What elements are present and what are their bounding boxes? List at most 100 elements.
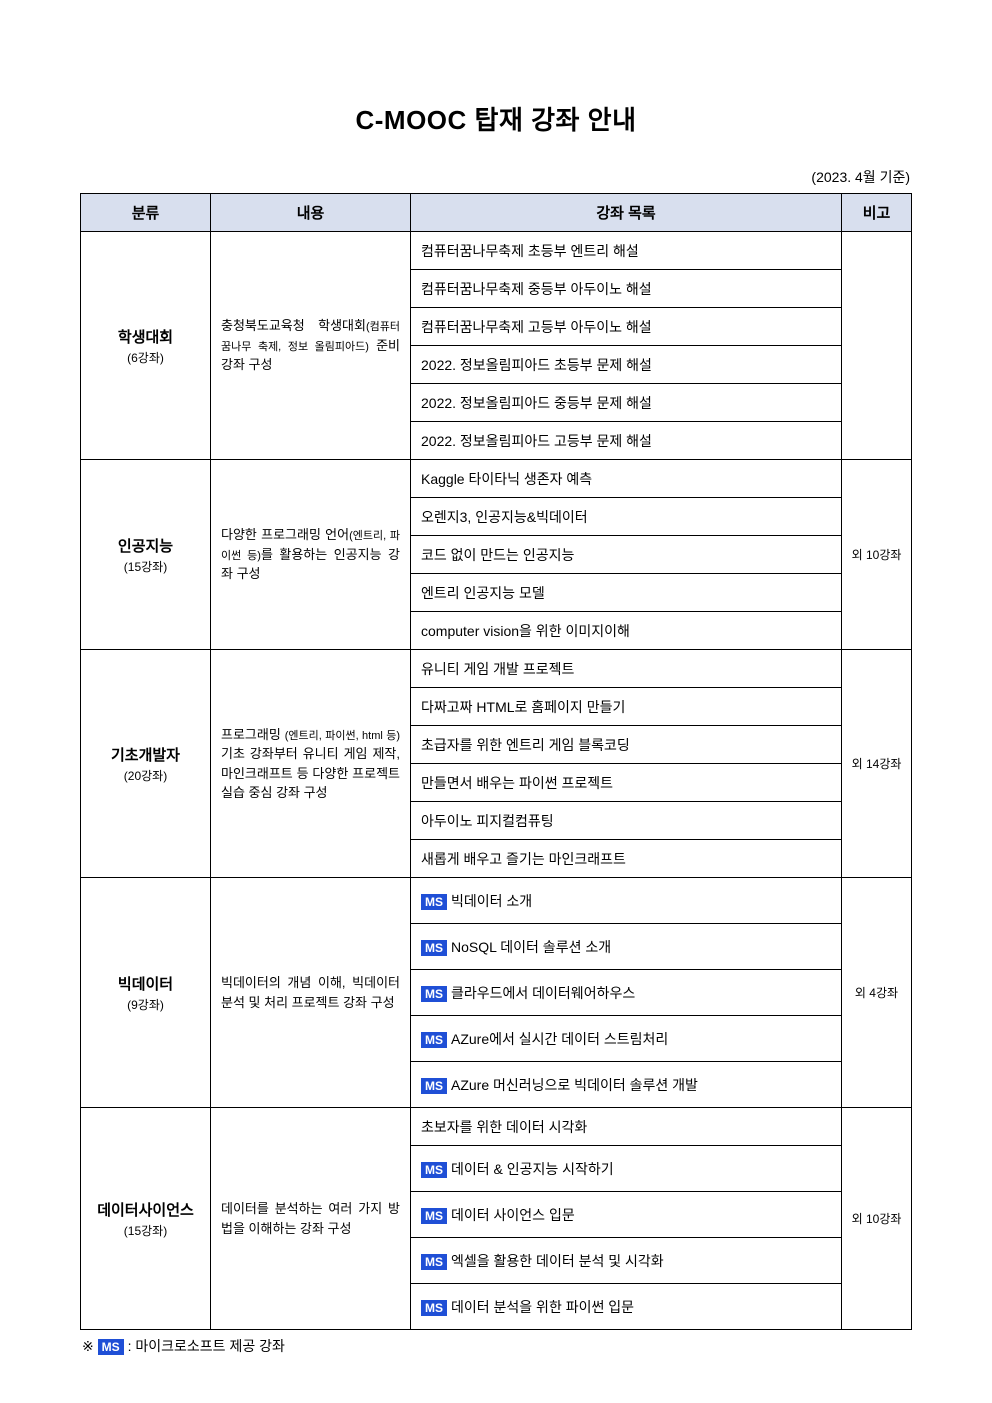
- footnote-text: : 마이크로소프트 제공 강좌: [128, 1338, 285, 1354]
- note-cell: [842, 232, 912, 460]
- description-cell: 빅데이터의 개념 이해, 빅데이터 분석 및 처리 프로젝트 강좌 구성: [211, 878, 411, 1108]
- table-row: 빅데이터(9강좌)빅데이터의 개념 이해, 빅데이터 분석 및 처리 프로젝트 …: [81, 878, 912, 924]
- course-cell: 새롭게 배우고 즐기는 마인크래프트: [411, 840, 842, 878]
- course-text: 2022. 정보올림피아드 고등부 문제 해설: [421, 433, 652, 449]
- category-cell: 학생대회(6강좌): [81, 232, 211, 460]
- course-cell: 코드 없이 만드는 인공지능: [411, 536, 842, 574]
- course-cell: 초보자를 위한 데이터 시각화: [411, 1108, 842, 1146]
- note-cell: 외 14강좌: [842, 650, 912, 878]
- course-table: 분류 내용 강좌 목록 비고 학생대회(6강좌)충청북도교육청 학생대회(컴퓨터…: [80, 193, 912, 1330]
- course-text: 새롭게 배우고 즐기는 마인크래프트: [421, 851, 626, 867]
- course-cell: 다짜고짜 HTML로 홈페이지 만들기: [411, 688, 842, 726]
- ms-badge-icon: MS: [421, 1162, 447, 1178]
- category-name: 빅데이터: [118, 976, 173, 993]
- course-text: 데이터 분석을 위한 파이썬 입문: [451, 1299, 634, 1315]
- course-text: 초보자를 위한 데이터 시각화: [421, 1119, 587, 1135]
- course-text: AZure 머신러닝으로 빅데이터 솔루션 개발: [451, 1077, 698, 1093]
- category-count: (15강좌): [87, 558, 204, 575]
- ms-badge-icon: MS: [421, 894, 447, 910]
- course-text: 아두이노 피지컬컴퓨팅: [421, 813, 554, 829]
- category-cell: 빅데이터(9강좌): [81, 878, 211, 1108]
- category-name: 인공지능: [118, 538, 173, 555]
- note-cell: 외 10강좌: [842, 1108, 912, 1330]
- category-name: 학생대회: [118, 329, 173, 346]
- course-text: computer vision을 위한 이미지이해: [421, 623, 630, 639]
- course-text: 엑셀을 활용한 데이터 분석 및 시각화: [451, 1253, 664, 1269]
- course-text: 컴퓨터꿈나무축제 초등부 엔트리 해설: [421, 243, 639, 259]
- course-cell: 2022. 정보올림피아드 중등부 문제 해설: [411, 384, 842, 422]
- course-text: 데이터 & 인공지능 시작하기: [451, 1161, 614, 1177]
- course-cell: 컴퓨터꿈나무축제 중등부 아두이노 해설: [411, 270, 842, 308]
- table-row: 학생대회(6강좌)충청북도교육청 학생대회(컴퓨터 꿈나무 축제, 정보 올림피…: [81, 232, 912, 270]
- ms-badge-icon: MS: [421, 1254, 447, 1270]
- course-cell: 2022. 정보올림피아드 초등부 문제 해설: [411, 346, 842, 384]
- course-text: 만들면서 배우는 파이썬 프로젝트: [421, 775, 613, 791]
- course-cell: Kaggle 타이타닉 생존자 예측: [411, 460, 842, 498]
- category-cell: 인공지능 (15강좌): [81, 460, 211, 650]
- course-cell: 만들면서 배우는 파이썬 프로젝트: [411, 764, 842, 802]
- course-cell: MS데이터 & 인공지능 시작하기: [411, 1146, 842, 1192]
- course-text: 클라우드에서 데이터웨어하우스: [451, 985, 635, 1001]
- course-cell: 유니티 게임 개발 프로젝트: [411, 650, 842, 688]
- header-courses: 강좌 목록: [411, 194, 842, 232]
- course-text: 2022. 정보올림피아드 초등부 문제 해설: [421, 357, 652, 373]
- course-cell: MSAZure 머신러닝으로 빅데이터 솔루션 개발: [411, 1062, 842, 1108]
- ms-badge-icon: MS: [421, 1300, 447, 1316]
- category-cell: 데이터사이언스(15강좌): [81, 1108, 211, 1330]
- description-main: 데이터를 분석하는 여러 가지 방법을 이해하는 강좌 구성: [221, 1201, 400, 1236]
- header-note: 비고: [842, 194, 912, 232]
- course-cell: MSAZure에서 실시간 데이터 스트림처리: [411, 1016, 842, 1062]
- description-main: 빅데이터의 개념 이해, 빅데이터 분석 및 처리 프로젝트 강좌 구성: [221, 975, 400, 1010]
- course-cell: 엔트리 인공지능 모델: [411, 574, 842, 612]
- course-text: 2022. 정보올림피아드 중등부 문제 해설: [421, 395, 652, 411]
- course-cell: MS클라우드에서 데이터웨어하우스: [411, 970, 842, 1016]
- course-text: 초급자를 위한 엔트리 게임 블록코딩: [421, 737, 630, 753]
- page-title: C-MOOC 탑재 강좌 안내: [80, 100, 912, 137]
- course-cell: MS엑셀을 활용한 데이터 분석 및 시각화: [411, 1238, 842, 1284]
- note-cell: 외 4강좌: [842, 878, 912, 1108]
- footnote: ※ MS: 마이크로소프트 제공 강좌: [80, 1336, 912, 1356]
- course-text: AZure에서 실시간 데이터 스트림처리: [451, 1031, 668, 1047]
- course-text: 다짜고짜 HTML로 홈페이지 만들기: [421, 699, 625, 715]
- note-cell: 외 10강좌: [842, 460, 912, 650]
- footnote-prefix: ※: [82, 1338, 98, 1354]
- course-text: Kaggle 타이타닉 생존자 예측: [421, 471, 592, 487]
- description-cell: 다양한 프로그래밍 언어(엔트리, 파이썬 등)를 활용하는 인공지능 강좌 구…: [211, 460, 411, 650]
- table-row: 기초개발자(20강좌)프로그래밍 (엔트리, 파이썬, html 등) 기초 강…: [81, 650, 912, 688]
- description-main: 다양한 프로그래밍 언어: [221, 527, 349, 542]
- category-name: 기초개발자: [111, 747, 180, 764]
- course-text: 데이터 사이언스 입문: [451, 1207, 575, 1223]
- header-category: 분류: [81, 194, 211, 232]
- description-main: 프로그래밍: [221, 727, 285, 742]
- course-text: NoSQL 데이터 솔루션 소개: [451, 939, 611, 955]
- course-text: 코드 없이 만드는 인공지능: [421, 547, 574, 563]
- course-text: 컴퓨터꿈나무축제 고등부 아두이노 해설: [421, 319, 652, 335]
- description-tail: 기초 강좌부터 유니티 게임 제작, 마인크래프트 등 다양한 프로젝트 실습 …: [221, 746, 400, 800]
- ms-badge-icon: MS: [421, 1208, 447, 1224]
- table-header-row: 분류 내용 강좌 목록 비고: [81, 194, 912, 232]
- course-text: 엔트리 인공지능 모델: [421, 585, 545, 601]
- table-row: 데이터사이언스(15강좌)데이터를 분석하는 여러 가지 방법을 이해하는 강좌…: [81, 1108, 912, 1146]
- course-cell: MSNoSQL 데이터 솔루션 소개: [411, 924, 842, 970]
- description-main: 충청북도교육청 학생대회: [221, 318, 366, 333]
- course-cell: MS데이터 사이언스 입문: [411, 1192, 842, 1238]
- course-cell: 초급자를 위한 엔트리 게임 블록코딩: [411, 726, 842, 764]
- course-text: 컴퓨터꿈나무축제 중등부 아두이노 해설: [421, 281, 652, 297]
- course-text: 유니티 게임 개발 프로젝트: [421, 661, 574, 677]
- description-cell: 충청북도교육청 학생대회(컴퓨터 꿈나무 축제, 정보 올림피아드) 준비 강좌…: [211, 232, 411, 460]
- ms-badge-icon: MS: [421, 1032, 447, 1048]
- category-cell: 기초개발자(20강좌): [81, 650, 211, 878]
- ms-badge-icon: MS: [421, 986, 447, 1002]
- category-count: (15강좌): [87, 1222, 204, 1239]
- course-cell: 오렌지3, 인공지능&빅데이터: [411, 498, 842, 536]
- description-cell: 데이터를 분석하는 여러 가지 방법을 이해하는 강좌 구성: [211, 1108, 411, 1330]
- date-note: (2023. 4월 기준): [80, 167, 912, 187]
- ms-badge-icon: MS: [421, 1078, 447, 1094]
- course-text: 빅데이터 소개: [451, 893, 532, 909]
- ms-badge-icon: MS: [98, 1339, 124, 1355]
- course-text: 오렌지3, 인공지능&빅데이터: [421, 509, 588, 525]
- ms-badge-icon: MS: [421, 940, 447, 956]
- description-sub: (엔트리, 파이썬, html 등): [285, 730, 400, 742]
- course-cell: 2022. 정보올림피아드 고등부 문제 해설: [411, 422, 842, 460]
- course-cell: computer vision을 위한 이미지이해: [411, 612, 842, 650]
